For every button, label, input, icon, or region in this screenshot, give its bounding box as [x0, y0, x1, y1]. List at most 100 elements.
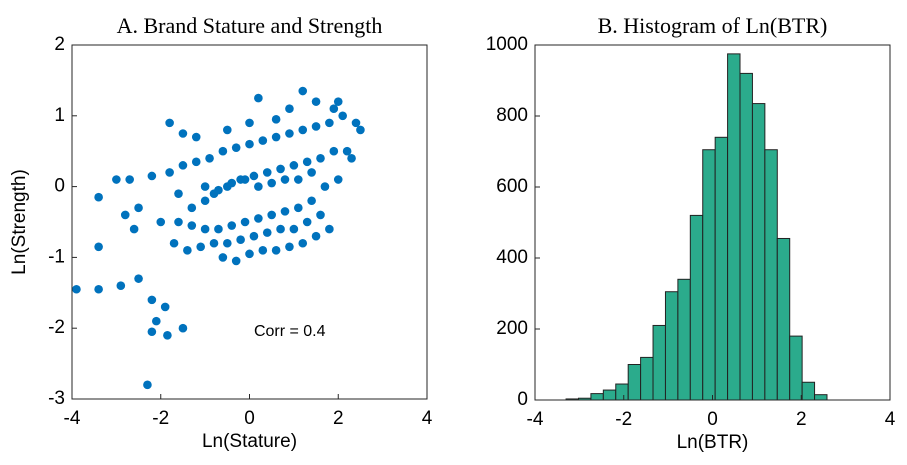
x-tick-label: 4 [885, 409, 896, 430]
point [307, 168, 316, 177]
bar [702, 149, 716, 401]
point [205, 153, 214, 163]
point [325, 118, 334, 128]
x-tick-label: 0 [244, 408, 255, 429]
point [294, 203, 303, 213]
point [356, 125, 365, 135]
point [262, 228, 272, 237]
point [183, 246, 192, 255]
point [280, 175, 290, 184]
point [178, 161, 188, 170]
bar [764, 149, 778, 401]
point [209, 238, 219, 248]
point [143, 380, 152, 390]
point [163, 330, 172, 340]
y-tick-label: 400 [496, 247, 528, 268]
point [240, 217, 250, 227]
point [249, 231, 259, 241]
bar [814, 394, 828, 401]
point [214, 224, 223, 234]
point [298, 238, 308, 248]
point [311, 97, 321, 106]
bar [714, 136, 729, 401]
point [94, 242, 103, 252]
point [236, 235, 245, 244]
bar [727, 53, 741, 401]
point [200, 224, 210, 234]
bar [652, 324, 666, 401]
point [187, 221, 197, 230]
y-tick-label: 1000 [486, 34, 528, 55]
point [338, 111, 347, 121]
point [329, 146, 339, 156]
bar [789, 335, 803, 401]
point [245, 249, 254, 259]
point [333, 97, 343, 106]
point [271, 132, 281, 142]
point [245, 118, 254, 128]
point [316, 210, 325, 220]
point [116, 281, 126, 291]
point [156, 217, 166, 227]
point [271, 115, 281, 124]
point [218, 253, 228, 262]
y-tick-label: 1 [54, 105, 65, 126]
x-tick-label: -2 [615, 409, 632, 430]
point [240, 175, 250, 184]
x-tick-label: 4 [422, 408, 433, 429]
point [342, 146, 352, 156]
point [285, 104, 294, 114]
point [298, 86, 308, 96]
y-tick-label: 2 [54, 34, 65, 55]
point [231, 143, 241, 152]
point [267, 178, 276, 188]
bar [590, 393, 604, 401]
y-tick-label: -2 [48, 317, 65, 338]
y-tick-label: 800 [496, 105, 528, 126]
point [329, 104, 339, 114]
point [200, 196, 210, 206]
bar [751, 103, 766, 401]
x-axis-label: Ln(Stature) [202, 431, 297, 452]
point [262, 168, 272, 177]
point [112, 175, 121, 184]
x-tick-label: -2 [152, 408, 169, 429]
point [178, 323, 188, 333]
point [200, 182, 210, 191]
y-tick-label: -1 [48, 246, 65, 267]
point [231, 256, 241, 266]
point [129, 224, 139, 234]
point [245, 139, 254, 149]
point [223, 238, 232, 248]
point [276, 164, 285, 174]
y-tick-label: 600 [496, 176, 528, 197]
bar [664, 291, 679, 401]
point [316, 153, 325, 163]
point [227, 178, 237, 188]
point [311, 231, 321, 241]
point [351, 118, 361, 128]
y-tick-label: 0 [517, 389, 528, 410]
point [147, 171, 157, 181]
point [174, 217, 183, 227]
chart-title: B. Histogram of Ln(BTR) [598, 13, 828, 38]
point [298, 125, 308, 135]
y-tick-label: 0 [54, 176, 65, 197]
annotation: Corr = 0.4 [254, 323, 326, 340]
point [134, 203, 143, 213]
bar [776, 237, 791, 401]
y-axis-label: Ln(Strength) [9, 169, 30, 275]
point [302, 157, 312, 167]
point [196, 242, 205, 252]
x-tick-label: 2 [333, 408, 344, 429]
point [223, 125, 232, 135]
point [254, 214, 263, 223]
point [289, 224, 299, 234]
point [285, 129, 294, 138]
bar [615, 383, 629, 401]
point [147, 327, 157, 337]
point [160, 302, 170, 312]
point [276, 224, 285, 234]
x-tick-label: 2 [796, 409, 807, 430]
point [267, 210, 276, 220]
